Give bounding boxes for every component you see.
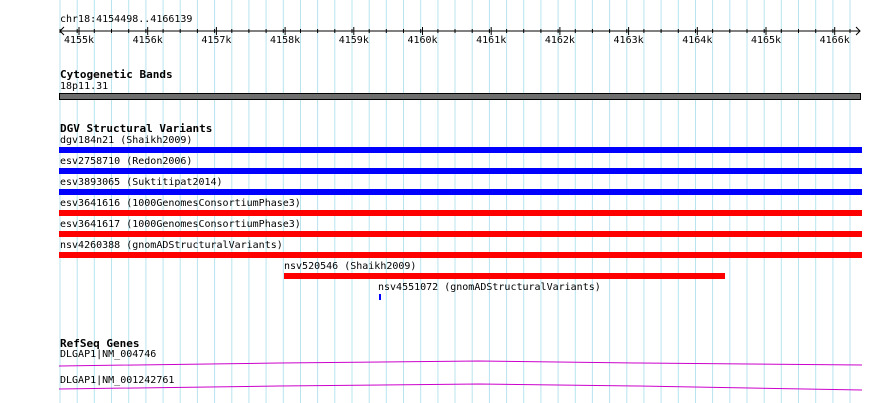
refseq-gene-label[interactable]: DLGAP1|NM_001242761	[60, 375, 175, 386]
dgv-feature-bar[interactable]	[59, 189, 862, 195]
dgv-feature-bar[interactable]	[59, 168, 862, 174]
cytoband-label: 18p11.31	[60, 81, 109, 92]
cytoband-bar[interactable]	[59, 93, 861, 100]
dgv-feature-label[interactable]: esv2758710 (Redon2006)	[60, 156, 193, 167]
dgv-feature-label[interactable]: dgv184n21 (Shaikh2009)	[60, 135, 193, 146]
ruler-tick-label: 4157k	[201, 35, 232, 46]
dgv-feature-label[interactable]: esv3641617 (1000GenomesConsortiumPhase3)	[60, 219, 301, 230]
dgv-feature-bar[interactable]	[59, 252, 862, 258]
track-title-refseq: RefSeq Genes	[60, 337, 140, 350]
ruler-tick-label: 4158k	[270, 35, 301, 46]
refseq-gene-label[interactable]: DLGAP1|NM_004746	[60, 349, 157, 360]
track-title-dgv: DGV Structural Variants	[60, 122, 213, 135]
ruler-tick-label: 4155k	[63, 35, 95, 46]
dgv-feature-bar[interactable]	[59, 210, 862, 216]
ruler-tick-label: 4156k	[132, 35, 163, 46]
dgv-feature-label[interactable]: esv3893065 (Suktitipat2014)	[60, 177, 223, 188]
dgv-feature-label[interactable]: nsv520546 (Shaikh2009)	[284, 261, 417, 272]
dgv-feature-bar[interactable]	[59, 147, 862, 153]
ruler-axis	[59, 26, 861, 36]
dgv-feature-bar[interactable]	[379, 294, 381, 300]
dgv-feature-bar[interactable]	[59, 231, 862, 237]
refseq-gene-line[interactable]	[59, 359, 862, 369]
ruler-tick-label: 4164k	[682, 35, 713, 46]
ruler-tick-label: 4166k	[819, 35, 850, 46]
dgv-feature-label[interactable]: nsv4260388 (gnomADStructuralVariants)	[60, 240, 283, 251]
dgv-feature-label[interactable]: esv3641616 (1000GenomesConsortiumPhase3)	[60, 198, 301, 209]
ruler-tick-label: 4163k	[613, 35, 644, 46]
dgv-feature-bar[interactable]	[284, 273, 725, 279]
track-title-cytobands: Cytogenetic Bands	[60, 68, 173, 81]
dgv-feature-label[interactable]: nsv4551072 (gnomADStructuralVariants)	[378, 282, 601, 293]
ruler-tick-label: 4162k	[544, 35, 575, 46]
ruler-tick-label: 4159k	[338, 35, 369, 46]
ruler-tick-label: 4160k	[407, 35, 438, 46]
ruler-position-label: chr18:4154498..4166139	[60, 14, 193, 25]
refseq-gene-line[interactable]	[59, 382, 862, 394]
ruler-tick-label: 4161k	[476, 35, 507, 46]
ruler-tick-label: 4165k	[750, 35, 782, 46]
